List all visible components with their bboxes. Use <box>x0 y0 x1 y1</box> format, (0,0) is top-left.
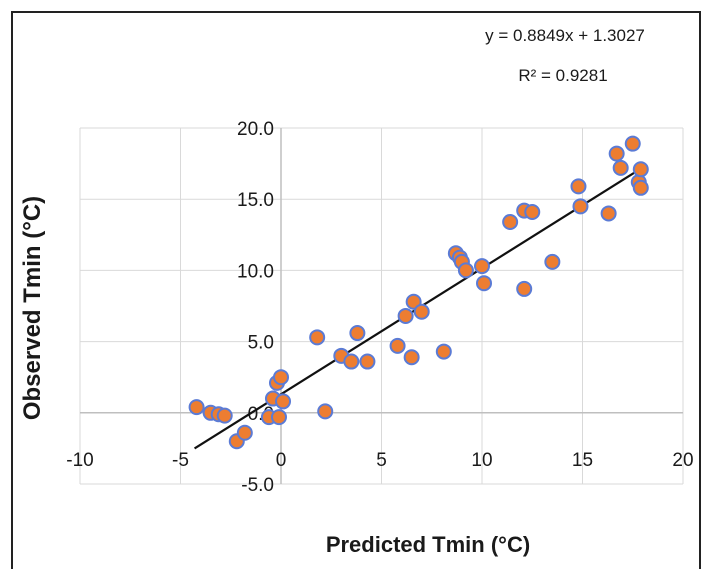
data-point <box>389 337 406 354</box>
data-point <box>524 204 541 221</box>
data-point <box>570 178 587 195</box>
y-tick-label: -5.0 <box>241 475 274 496</box>
data-point <box>502 213 519 230</box>
data-point <box>544 253 561 270</box>
data-point <box>476 275 493 292</box>
trendline-equation: y = 0.8849x + 1.3027 <box>485 26 645 45</box>
data-point <box>275 393 292 410</box>
y-axis-title: Observed Tmin (°C) <box>19 196 46 420</box>
data-point <box>273 369 289 386</box>
data-point <box>600 205 617 222</box>
data-point <box>403 349 420 366</box>
r-squared-label: R² = 0.9281 <box>518 66 607 85</box>
data-point <box>236 424 253 441</box>
data-point <box>632 179 649 196</box>
data-point <box>457 262 474 279</box>
data-points <box>188 135 649 450</box>
data-point <box>608 145 625 162</box>
data-point <box>359 353 376 370</box>
data-point <box>343 353 360 370</box>
tick-labels: -10 -5 0 5 10 15 20-5.00.05.010.015.020.0 <box>66 119 693 496</box>
y-tick-label: 15.0 <box>237 190 274 211</box>
x-tick-label: 15 <box>572 450 593 471</box>
data-point <box>572 198 589 215</box>
x-tick-label: -10 <box>66 450 93 471</box>
x-tick-label: -5 <box>172 450 189 471</box>
x-tick-label: 10 <box>471 450 492 471</box>
x-tick-label: 0 <box>276 450 287 471</box>
chart-frame <box>11 11 701 569</box>
data-point <box>624 135 641 152</box>
y-tick-label: 5.0 <box>248 333 274 354</box>
data-point <box>309 329 326 346</box>
data-point <box>435 343 452 360</box>
data-point <box>516 280 533 297</box>
y-tick-label: 10.0 <box>237 261 274 282</box>
x-tick-label: 5 <box>376 450 387 471</box>
data-point <box>474 258 490 275</box>
data-point <box>632 161 649 178</box>
data-point <box>317 403 334 420</box>
data-point <box>270 409 287 426</box>
data-point <box>216 407 233 424</box>
data-point <box>188 399 205 416</box>
x-tick-label: 20 <box>672 450 693 471</box>
y-tick-label: 20.0 <box>237 119 274 140</box>
data-point <box>612 159 629 176</box>
data-point <box>413 303 430 320</box>
data-point <box>397 307 414 324</box>
data-point <box>349 325 366 342</box>
x-axis-title: Predicted Tmin (°C) <box>326 532 530 557</box>
